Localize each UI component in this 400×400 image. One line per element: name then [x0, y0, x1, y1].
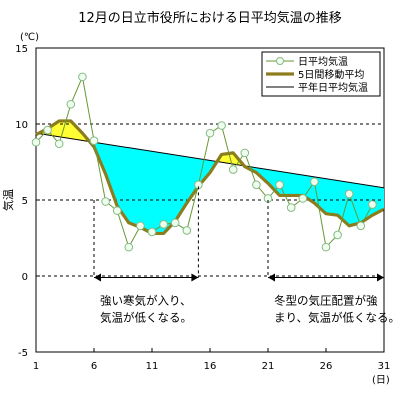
daily-temperature-point: [124, 242, 134, 252]
x-tick-label: 31: [378, 361, 391, 372]
annotation-text: 冬型の気圧配置が強: [274, 294, 378, 308]
daily-temperature-point: [333, 230, 342, 240]
daily-temperature-point: [159, 220, 168, 229]
daily-temperature-point: [101, 197, 110, 206]
daily-temperature-line: [35, 75, 373, 249]
daily-temperature-point: [147, 227, 157, 237]
daily-temperature-point: [205, 128, 215, 138]
fill-below-normal: [36, 133, 384, 234]
y-tick-label: 10: [15, 120, 28, 131]
x-tick-label: 6: [91, 361, 97, 372]
daily-temperature-point: [310, 177, 319, 187]
daily-temperature-point: [112, 206, 122, 215]
daily-temperature-point: [356, 221, 366, 231]
daily-temperature-point: [252, 180, 261, 190]
daily-temperature-point: [89, 136, 99, 146]
daily-temperature-point: [66, 99, 76, 109]
chart-title: 12月の日立市役所における日平均気温の推移: [78, 10, 342, 26]
annotation-text: 気温が低くなる。: [100, 311, 192, 325]
x-tick-label: 21: [262, 361, 275, 372]
y-tick-label: -5: [18, 348, 28, 359]
daily-temperature-point: [136, 221, 145, 231]
y-axis-label: 気温: [1, 189, 15, 211]
annotation-arrowhead-right: [191, 273, 199, 282]
annotation-text: 強い寒気が入り、: [100, 294, 192, 308]
annotation-text: まり、気温が低くなる。: [274, 311, 400, 325]
daily-temperature-point: [368, 200, 377, 209]
daily-temperature-point: [31, 137, 41, 147]
annotation-arrowhead-left: [268, 273, 275, 282]
daily-temperature-point: [217, 121, 226, 130]
daily-temperature-point: [78, 72, 87, 82]
daily-temperature-point: [182, 226, 192, 235]
y-tick-label: 15: [15, 44, 28, 55]
x-tick-label: 1: [33, 361, 39, 372]
legend-swatch-daily-marker: [276, 57, 284, 65]
annotation-arrowhead-left: [94, 273, 101, 282]
legend-label: 日平均気温: [298, 55, 348, 68]
fill-above-normal: [36, 120, 384, 188]
daily-temperature-point: [170, 218, 180, 228]
daily-temperature-point: [298, 194, 308, 203]
daily-temperature-point: [286, 203, 296, 212]
daily-temperature-point: [321, 242, 331, 252]
x-tick-label: 11: [146, 361, 159, 372]
daily-temperature-point: [275, 180, 284, 190]
daily-temperature-point: [228, 165, 238, 174]
daily-temperature-point: [54, 139, 64, 149]
y-tick-label: 0: [22, 272, 28, 283]
y-unit-label: (℃): [20, 32, 39, 43]
moving-average-line: [35, 119, 385, 236]
legend-label: 5日間移動平均: [298, 68, 364, 81]
x-tick-label: 16: [204, 361, 217, 372]
daily-temperature-point: [344, 189, 354, 199]
legend-label: 平年日平均気温: [298, 81, 368, 94]
y-tick-label: 5: [22, 196, 28, 207]
annotation-arrowhead-right: [377, 273, 384, 282]
x-tick-label: 26: [320, 361, 333, 372]
x-unit-label: (日): [372, 375, 390, 386]
daily-temperature-point: [240, 148, 250, 158]
daily-temperature-point: [43, 125, 52, 135]
